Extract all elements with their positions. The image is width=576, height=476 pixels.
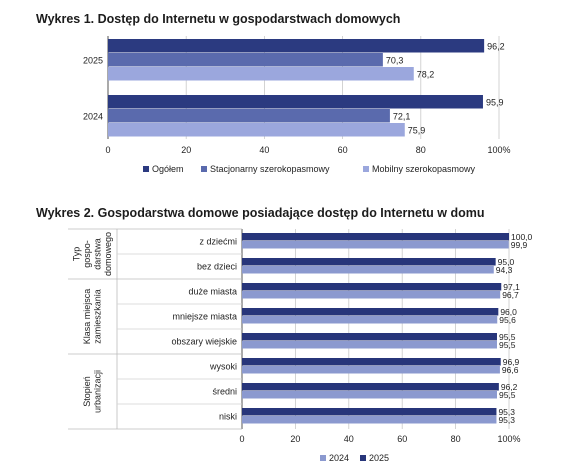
bar bbox=[242, 291, 501, 299]
category-label: 2024 bbox=[83, 112, 103, 122]
x-tick-label: 80 bbox=[451, 434, 461, 444]
group-label: domowego bbox=[103, 232, 113, 276]
data-label: 97,1 bbox=[503, 282, 520, 292]
bar bbox=[108, 95, 483, 109]
data-label: 96,7 bbox=[502, 290, 519, 300]
category-label: wysoki bbox=[209, 362, 237, 372]
chart1-title: Wykres 1. Dostęp do Internetu w gospodar… bbox=[36, 12, 401, 26]
data-label: 95,0 bbox=[498, 257, 515, 267]
category-label: bez dzieci bbox=[197, 262, 237, 272]
bar bbox=[242, 233, 509, 241]
bar bbox=[108, 67, 414, 81]
category-label: z dziećmi bbox=[199, 237, 237, 247]
bar bbox=[108, 123, 405, 137]
legend-swatch bbox=[320, 455, 326, 461]
group-label: gospo- bbox=[82, 240, 92, 268]
x-tick-label: 40 bbox=[344, 434, 354, 444]
bar bbox=[108, 109, 390, 123]
legend-label: Stacjonarny szerokopasmowy bbox=[210, 164, 330, 174]
bar bbox=[108, 53, 383, 67]
chart2-title: Wykres 2. Gospodarstwa domowe posiadając… bbox=[36, 206, 485, 220]
bar bbox=[242, 383, 499, 391]
bar bbox=[242, 308, 499, 316]
bar bbox=[242, 241, 509, 249]
group-label: Stopień bbox=[82, 376, 92, 407]
x-tick-label: 60 bbox=[397, 434, 407, 444]
bar bbox=[242, 391, 497, 399]
legend-swatch bbox=[360, 455, 366, 461]
legend-label: 2024 bbox=[329, 453, 349, 463]
x-tick-label: 0 bbox=[239, 434, 244, 444]
data-label: 78,2 bbox=[417, 69, 435, 79]
bar bbox=[242, 333, 497, 341]
x-tick-label: 40 bbox=[259, 145, 269, 155]
bar bbox=[242, 366, 500, 374]
legend-label: Mobilny szerokopasmowy bbox=[372, 164, 476, 174]
legend-swatch bbox=[201, 166, 207, 172]
bar bbox=[242, 266, 494, 274]
data-label: 95,3 bbox=[498, 407, 515, 417]
bar bbox=[242, 283, 502, 291]
data-label: 96,9 bbox=[503, 357, 520, 367]
group-label: darstwa bbox=[92, 238, 102, 270]
legend-label: Ogółem bbox=[152, 164, 184, 174]
category-label: mniejsze miasta bbox=[172, 312, 237, 322]
data-label: 95,6 bbox=[499, 315, 516, 325]
x-tick-label: 20 bbox=[290, 434, 300, 444]
bar bbox=[242, 316, 498, 324]
data-label: 96,0 bbox=[500, 307, 517, 317]
x-tick-label: 20 bbox=[181, 145, 191, 155]
legend-swatch bbox=[143, 166, 149, 172]
data-label: 72,1 bbox=[393, 111, 411, 121]
x-tick-label: 80 bbox=[416, 145, 426, 155]
category-label: duże miasta bbox=[188, 287, 237, 297]
legend-swatch bbox=[363, 166, 369, 172]
data-label: 96,2 bbox=[487, 41, 505, 51]
group-label: urbanizacji bbox=[92, 370, 102, 413]
legend-label: 2025 bbox=[369, 453, 389, 463]
group-label: Klasa miejsca bbox=[82, 289, 92, 345]
bar bbox=[242, 258, 496, 266]
bar bbox=[242, 408, 497, 416]
data-label: 100,0 bbox=[511, 232, 533, 242]
x-tick-label: 100% bbox=[497, 434, 520, 444]
bar bbox=[242, 416, 497, 424]
data-label: 75,9 bbox=[408, 125, 426, 135]
x-tick-label: 100% bbox=[487, 145, 510, 155]
data-label: 70,3 bbox=[386, 55, 404, 65]
x-tick-label: 0 bbox=[105, 145, 110, 155]
category-label: obszary wiejskie bbox=[171, 337, 237, 347]
data-label: 95,5 bbox=[499, 332, 516, 342]
category-label: 2025 bbox=[83, 56, 103, 66]
data-label: 94,3 bbox=[496, 265, 513, 275]
bar bbox=[242, 341, 497, 349]
data-label: 96,6 bbox=[502, 365, 519, 375]
data-label: 99,9 bbox=[511, 240, 528, 250]
bar bbox=[108, 39, 485, 53]
data-label: 95,9 bbox=[486, 97, 504, 107]
group-label: Typ bbox=[71, 247, 81, 262]
data-label: 95,3 bbox=[498, 415, 515, 425]
data-label: 96,2 bbox=[501, 382, 518, 392]
data-label: 95,5 bbox=[499, 390, 516, 400]
x-tick-label: 60 bbox=[338, 145, 348, 155]
category-label: średni bbox=[212, 387, 237, 397]
group-label: zamieszkania bbox=[92, 289, 102, 344]
bar bbox=[242, 358, 501, 366]
category-label: niski bbox=[219, 412, 237, 422]
data-label: 95,5 bbox=[499, 340, 516, 350]
